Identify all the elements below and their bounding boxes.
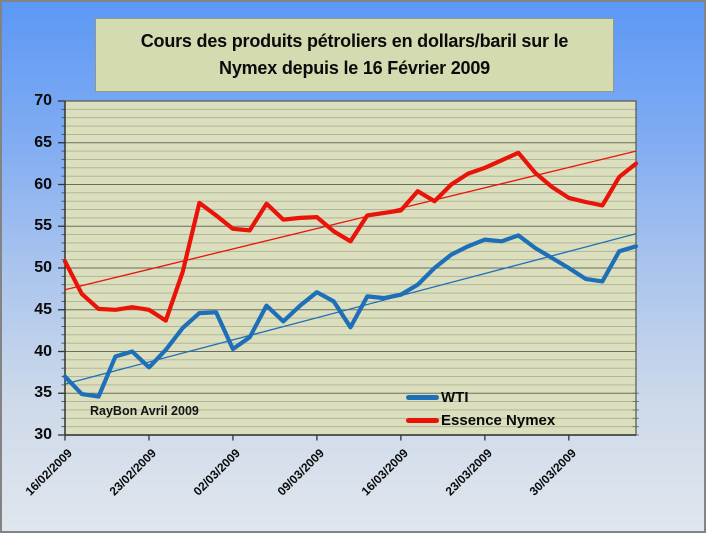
chart-title-box: Cours des produits pétroliers en dollars… [95,18,614,92]
chart-title-line1: Cours des produits pétroliers en dollars… [140,31,569,51]
y-tick-label: 40 [34,342,52,360]
series-line-essence-nymex [62,150,639,323]
chart-title-line2: Nymex depuis le 16 Février 2009 [219,58,490,78]
y-tick-label: 65 [34,133,52,151]
legend-label: WTI [441,389,469,406]
legend-item-essence-nymex: Essence Nymex [406,409,555,432]
y-tick-label: 70 [34,92,52,109]
legend: WTI Essence Nymex [406,386,555,432]
legend-item-wti: WTI [406,386,555,409]
trendline-essence-nymex [64,150,637,291]
legend-label: Essence Nymex [441,412,556,429]
y-tick-label: 30 [34,426,52,443]
series-line-wti [62,233,639,399]
legend-line-swatch [406,418,439,423]
y-tick-label: 60 [34,175,52,193]
trendline-wti [64,233,637,385]
y-tick-label: 35 [34,384,52,402]
y-tick-label: 50 [34,259,52,276]
y-tick-label: 55 [34,217,52,235]
legend-line-swatch [406,395,439,400]
y-tick-label: 45 [34,300,52,318]
watermark-annotation: RayBon Avril 2009 [90,404,199,418]
